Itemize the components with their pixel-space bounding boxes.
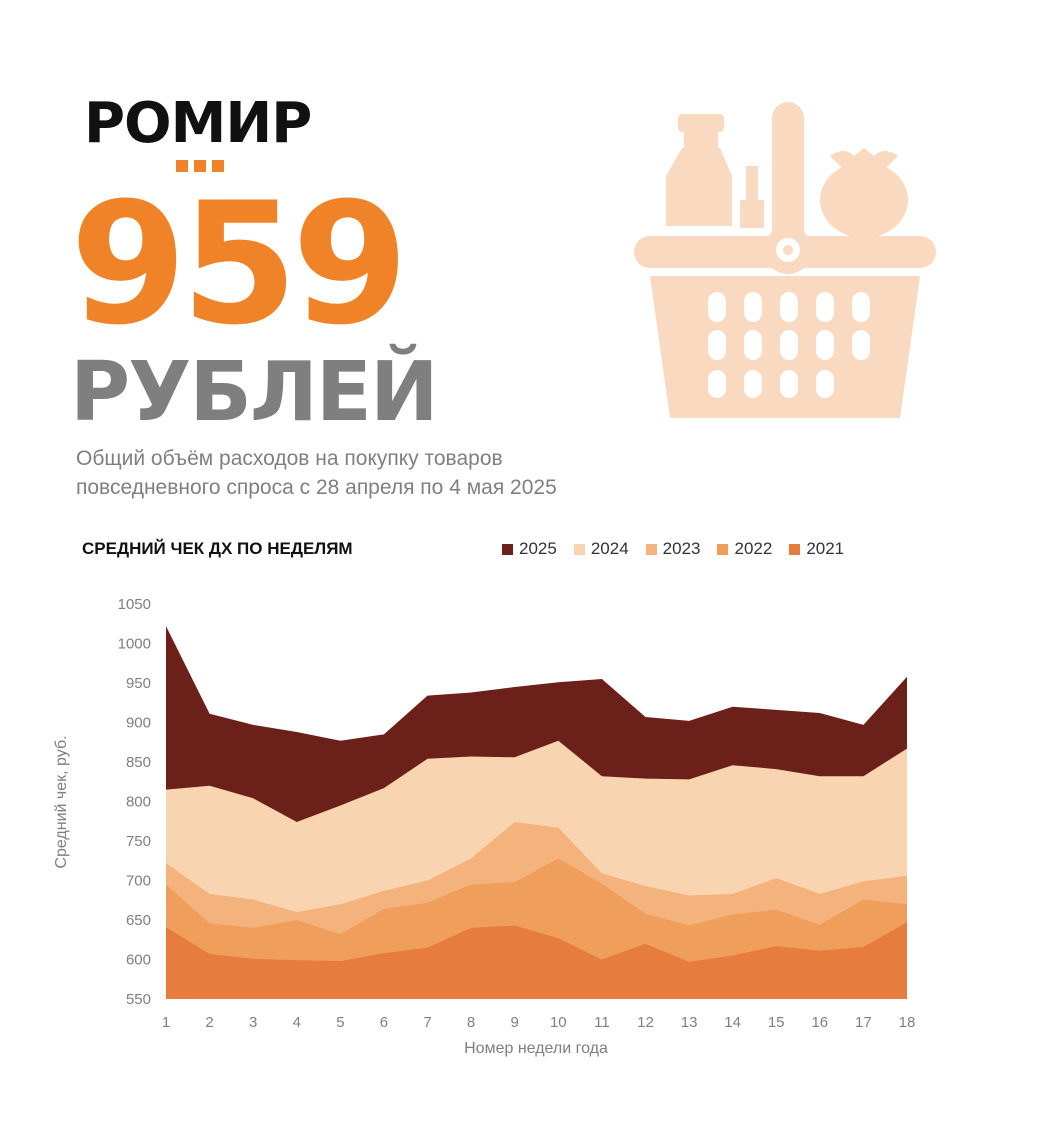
legend-label: 2025 — [519, 539, 557, 558]
x-tick-label: 18 — [899, 1014, 916, 1031]
x-axis-label: Номер недели года — [464, 1040, 608, 1057]
romir-logo: РОМИР — [84, 91, 334, 172]
x-tick-label: 7 — [423, 1014, 431, 1031]
legend-swatch — [789, 543, 801, 555]
y-tick-label: 550 — [126, 991, 151, 1008]
y-tick-label: 750 — [126, 833, 151, 850]
headline-unit: РУБЛЕЙ — [70, 345, 439, 440]
x-tick-label: 13 — [681, 1014, 698, 1031]
x-tick-label: 14 — [724, 1014, 741, 1031]
headline-value: 959 — [70, 166, 409, 362]
y-tick-label: 800 — [126, 794, 151, 811]
logo-text: РОМИР — [84, 91, 312, 156]
legend-swatch — [573, 543, 585, 555]
chart-legend: 2025 2024 2023 2022 2021 — [502, 539, 844, 559]
chart-title: СРЕДНИЙ ЧЕК ДХ ПО НЕДЕЛЯМ — [82, 539, 353, 558]
x-tick-label: 3 — [249, 1014, 257, 1031]
legend-swatch — [717, 543, 729, 555]
subtitle: Общий объём расходов на покупку товаров … — [76, 444, 676, 502]
legend-item-2025: 2025 — [502, 539, 557, 559]
logo-dots — [176, 160, 224, 172]
y-tick-label: 1000 — [118, 636, 151, 653]
legend-item-2021: 2021 — [789, 539, 844, 559]
legend-swatch — [645, 543, 657, 555]
y-tick-label: 1050 — [118, 596, 151, 613]
x-tick-label: 11 — [594, 1014, 610, 1031]
legend-item-2024: 2024 — [573, 539, 629, 559]
x-tick-label: 2 — [205, 1014, 213, 1031]
x-tick-label: 12 — [637, 1014, 654, 1031]
x-tick-label: 9 — [511, 1014, 519, 1031]
legend-label: 2024 — [590, 539, 629, 558]
x-tick-label: 15 — [768, 1014, 785, 1031]
x-tick-label: 5 — [336, 1014, 344, 1031]
y-axis-label: Средний чек, руб. — [53, 735, 70, 869]
legend-label: 2021 — [806, 539, 845, 558]
x-tick-label: 6 — [380, 1014, 388, 1031]
grocery-basket-icon — [634, 102, 936, 418]
legend-label: 2022 — [734, 539, 773, 558]
y-tick-label: 700 — [126, 873, 151, 890]
x-tick-label: 8 — [467, 1014, 475, 1031]
area-series-2021 — [166, 922, 907, 999]
y-tick-label: 900 — [126, 715, 151, 732]
legend-label: 2023 — [662, 539, 701, 558]
legend-item-2023: 2023 — [645, 539, 701, 559]
y-tick-label: 600 — [126, 952, 151, 969]
x-tick-label: 1 — [162, 1014, 170, 1031]
subtitle-line-1: Общий объём расходов на покупку товаров — [76, 447, 503, 470]
y-tick-label: 950 — [126, 675, 151, 692]
x-tick-label: 16 — [811, 1014, 828, 1031]
legend-swatch — [502, 543, 513, 555]
subtitle-line-2: повседневного спроса с 28 апреля по 4 ма… — [76, 476, 557, 499]
x-tick-label: 4 — [293, 1014, 301, 1031]
x-tick-label: 17 — [855, 1014, 872, 1031]
y-tick-label: 850 — [126, 754, 151, 771]
legend-item-2022: 2022 — [717, 539, 772, 559]
y-tick-label: 650 — [126, 912, 151, 929]
x-tick-label: 10 — [550, 1014, 567, 1031]
